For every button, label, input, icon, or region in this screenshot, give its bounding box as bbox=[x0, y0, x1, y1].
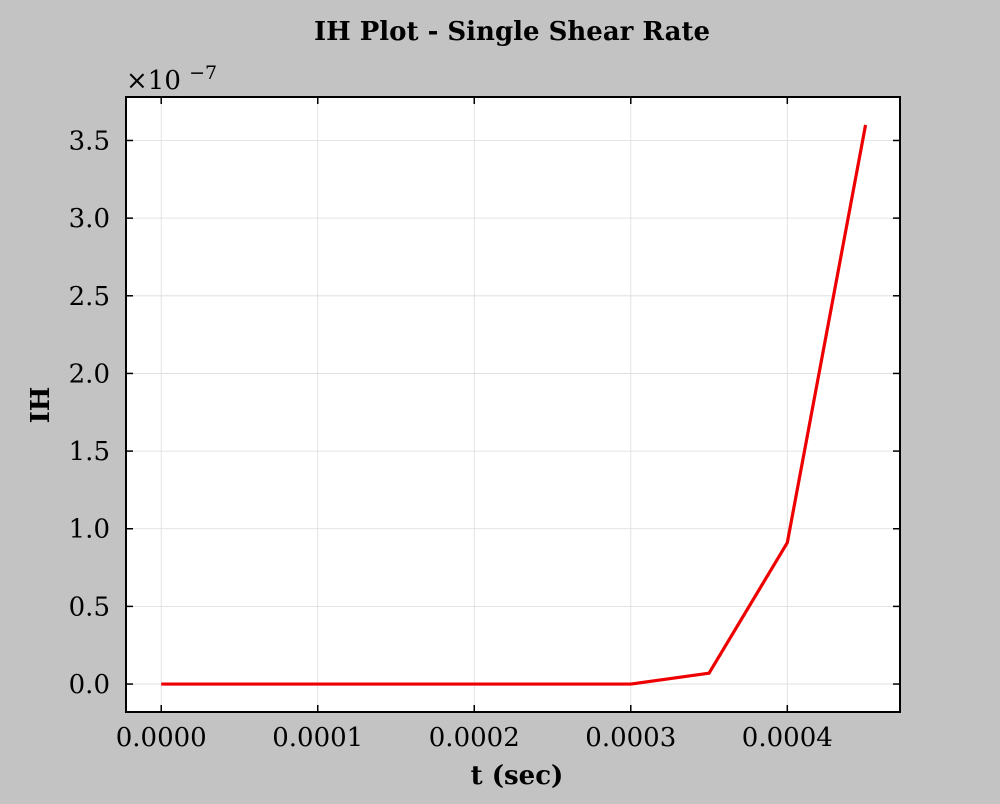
y-tick-label: 3.5 bbox=[69, 126, 110, 156]
y-offset-exponent: −7 bbox=[189, 62, 217, 84]
x-axis-label: t (sec) bbox=[471, 761, 564, 791]
y-axis-label: IH bbox=[26, 387, 56, 424]
x-tick-label: 0.0003 bbox=[585, 723, 676, 753]
y-axis-offset-text: ×10 −7 bbox=[126, 62, 217, 96]
x-tick-label: 0.0002 bbox=[429, 723, 520, 753]
x-tick-label: 0.0000 bbox=[116, 723, 207, 753]
y-tick-label: 2.0 bbox=[69, 359, 110, 389]
x-tick-label: 0.0004 bbox=[742, 723, 833, 753]
y-tick-label: 3.0 bbox=[69, 204, 110, 234]
y-tick-label: 1.5 bbox=[69, 437, 110, 467]
chart-title: IH Plot - Single Shear Rate bbox=[314, 17, 710, 47]
y-offset-base: ×10 bbox=[126, 66, 181, 96]
plot-area bbox=[126, 97, 900, 712]
y-tick-label: 1.0 bbox=[69, 515, 110, 545]
y-tick-label: 0.0 bbox=[69, 670, 110, 700]
y-tick-label: 2.5 bbox=[69, 282, 110, 312]
y-tick-label: 0.5 bbox=[69, 592, 110, 622]
x-tick-label: 0.0001 bbox=[272, 723, 363, 753]
